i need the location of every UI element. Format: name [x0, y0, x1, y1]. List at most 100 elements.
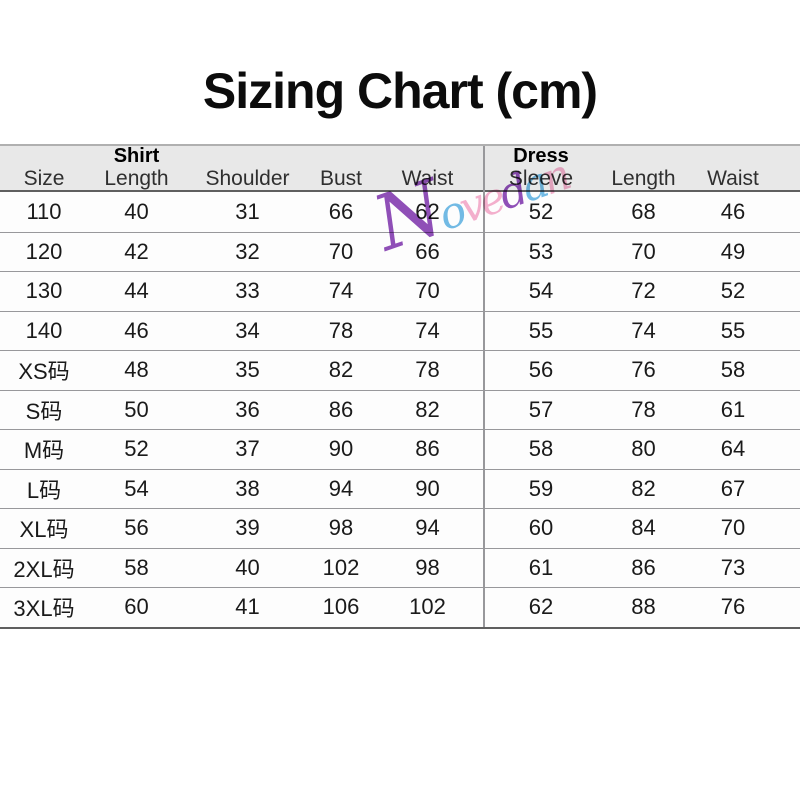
- shirt-waist-cell: 90: [415, 475, 440, 501]
- dress-waist-cell: 46: [720, 198, 746, 224]
- shoulder-cell: 35: [235, 357, 260, 383]
- shirt-length-cell: 50: [124, 396, 149, 422]
- shoulder-cell: 38: [235, 475, 260, 501]
- dress-sleeve-cell: 56: [483, 351, 597, 390]
- dress-sleeve-cell: 59: [483, 469, 597, 508]
- shirt-length-cell: 42: [124, 238, 149, 264]
- size-cell: S码: [25, 398, 63, 424]
- table-body: 110 40 31 66 62 52 68 46 120 42 32 70 66…: [0, 192, 800, 627]
- table-row: 120 42 32 70 66 53 70 49: [0, 231, 800, 271]
- dress-waist-cell: 52: [720, 278, 746, 304]
- shoulder-cell: 37: [235, 436, 260, 462]
- dress-sleeve-cell: 52: [483, 192, 597, 232]
- shirt-length-cell: 44: [124, 278, 149, 304]
- page-title: Sizing Chart (cm): [202, 63, 598, 119]
- header-dress-length: Length: [597, 146, 690, 195]
- shirt-waist-cell: 94: [415, 515, 440, 541]
- sizing-table: Size Shirt Length Shoulder Bust Waist Dre…: [0, 144, 800, 629]
- bust-cell: 78: [328, 317, 354, 343]
- table-row: XS码 48 35 82 78 56 76 58: [0, 350, 800, 390]
- size-cell: 2XL码: [13, 556, 75, 582]
- dress-sleeve-cell: 55: [483, 311, 597, 350]
- bust-cell: 106: [322, 594, 360, 620]
- bust-cell: 82: [328, 357, 354, 383]
- shoulder-cell: 32: [235, 238, 260, 264]
- header-shirt-length-label: Length: [104, 167, 169, 190]
- dress-length-cell: 68: [631, 198, 656, 224]
- header-dress-sleeve: Dress Sleeve: [483, 145, 597, 196]
- table-row: L码 54 38 94 90 59 82 67: [0, 468, 800, 508]
- shirt-waist-cell: 98: [415, 554, 440, 580]
- header-shirt-waist: Waist: [372, 146, 483, 195]
- dress-length-cell: 82: [631, 475, 656, 501]
- shirt-length-cell: 40: [124, 198, 149, 224]
- shirt-length-cell: 56: [124, 515, 149, 541]
- size-cell: 120: [25, 238, 63, 264]
- dress-sleeve-cell: 53: [483, 232, 597, 271]
- header-dress-group-label: Dress: [513, 145, 569, 167]
- table-row: S码 50 36 86 82 57 78 61: [0, 389, 800, 429]
- table-row: XL码 56 39 98 94 60 84 70: [0, 508, 800, 548]
- size-cell: 140: [25, 317, 63, 343]
- header-dress-sleeve-label: Sleeve: [508, 167, 574, 190]
- shirt-waist-cell: 66: [415, 238, 440, 264]
- dress-waist-cell: 67: [720, 475, 746, 501]
- header-shirt-waist-label: Waist: [401, 167, 454, 190]
- dress-length-cell: 76: [631, 357, 656, 383]
- shirt-length-cell: 54: [124, 475, 149, 501]
- bust-cell: 102: [322, 554, 360, 580]
- size-cell: XS码: [18, 359, 70, 385]
- dress-sleeve-cell: 61: [483, 548, 597, 587]
- shirt-length-cell: 48: [124, 357, 149, 383]
- table-header-row: Size Shirt Length Shoulder Bust Waist Dre…: [0, 145, 800, 196]
- dress-length-cell: 78: [631, 396, 656, 422]
- dress-sleeve-cell: 54: [483, 272, 597, 311]
- dress-length-cell: 70: [631, 238, 656, 264]
- table-row: M码 52 37 90 86 58 80 64: [0, 429, 800, 469]
- shirt-waist-cell: 102: [409, 594, 446, 620]
- dress-waist-cell: 73: [720, 554, 746, 580]
- header-shoulder: Shoulder: [185, 146, 310, 195]
- dress-waist-cell: 55: [720, 317, 746, 343]
- table-row: 110 40 31 66 62 52 68 46: [0, 192, 800, 232]
- bust-cell: 70: [328, 238, 354, 264]
- size-cell: 110: [26, 198, 62, 224]
- shirt-waist-cell: 86: [415, 436, 440, 462]
- shirt-length-cell: 58: [124, 554, 149, 580]
- header-size-label: Size: [23, 167, 65, 190]
- dress-waist-cell: 58: [720, 357, 746, 383]
- bust-cell: 94: [328, 475, 354, 501]
- bust-cell: 90: [328, 436, 354, 462]
- bust-cell: 98: [328, 515, 354, 541]
- header-shirt-length: Shirt Length: [88, 146, 185, 195]
- dress-waist-cell: 64: [720, 436, 746, 462]
- size-cell: L码: [26, 477, 62, 503]
- shoulder-cell: 40: [235, 554, 260, 580]
- bust-cell: 74: [328, 278, 354, 304]
- dress-length-cell: 84: [631, 515, 656, 541]
- dress-sleeve-cell: 60: [483, 509, 597, 548]
- shoulder-cell: 31: [235, 198, 260, 224]
- dress-length-cell: 80: [631, 436, 656, 462]
- table-row: 3XL码 60 41 106 102 62 88 76: [0, 587, 800, 627]
- shirt-waist-cell: 78: [415, 357, 440, 383]
- shoulder-cell: 33: [235, 278, 260, 304]
- bust-cell: 66: [328, 198, 354, 224]
- shoulder-cell: 34: [235, 317, 260, 343]
- size-cell: M码: [23, 438, 65, 464]
- header-dress-waist: Waist: [690, 146, 800, 195]
- header-dress-waist-label: Waist: [707, 167, 759, 190]
- header-shirt-group-label: Shirt: [113, 145, 160, 167]
- shirt-length-cell: 52: [124, 436, 149, 462]
- header-bust: Bust: [310, 146, 372, 195]
- shirt-length-cell: 60: [124, 594, 149, 620]
- dress-waist-cell: 76: [720, 594, 746, 620]
- dress-waist-cell: 70: [720, 515, 746, 541]
- size-cell: XL码: [19, 517, 69, 543]
- dress-length-cell: 86: [631, 554, 656, 580]
- dress-length-cell: 72: [631, 278, 656, 304]
- dress-length-cell: 88: [631, 594, 656, 620]
- table-row: 2XL码 58 40 102 98 61 86 73: [0, 547, 800, 587]
- shirt-length-cell: 46: [124, 317, 149, 343]
- dress-sleeve-cell: 62: [483, 588, 597, 627]
